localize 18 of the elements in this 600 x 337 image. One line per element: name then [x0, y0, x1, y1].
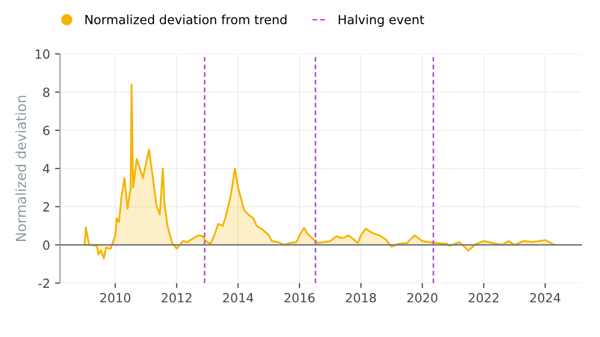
x-tick-label: 2016: [284, 293, 315, 302]
x-tick-label: 2012: [162, 293, 192, 302]
y-tick-label: 0: [43, 240, 50, 250]
y-tick-label: 6: [43, 126, 50, 136]
legend-label: Normalized deviation from trend: [85, 14, 286, 24]
y-tick-label: 4: [42, 164, 50, 174]
y-axis-title: Normalized deviation: [15, 96, 26, 242]
y-tick-label: -2: [38, 278, 50, 288]
x-tick-label: 2014: [223, 293, 254, 302]
legend-label: Halving event: [338, 14, 424, 27]
x-tick-label: 2020: [407, 293, 438, 302]
x-tick-label: 2018: [346, 293, 376, 302]
x-tick-label: 2024: [530, 293, 560, 302]
y-tick-label: 2: [43, 202, 50, 212]
y-tick-label: 8: [43, 88, 50, 98]
x-tick-label: 2022: [468, 293, 498, 302]
y-tick-label: 10: [36, 49, 50, 59]
x-tick-label: 2010: [100, 293, 130, 302]
